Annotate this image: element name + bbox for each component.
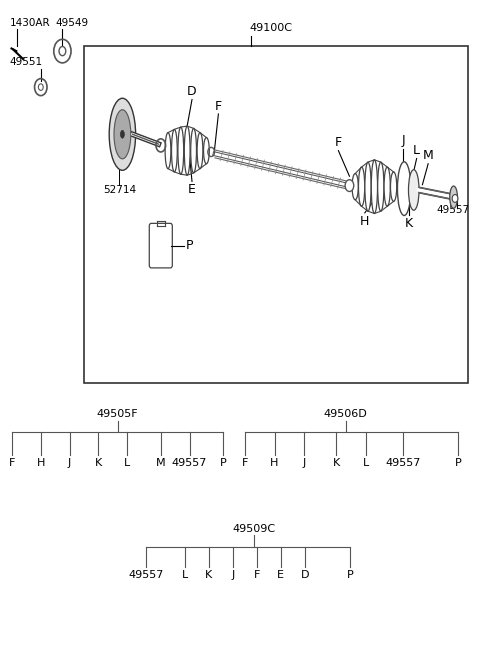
Text: F: F (335, 136, 342, 149)
Ellipse shape (450, 186, 457, 208)
Ellipse shape (390, 172, 396, 202)
Text: J: J (401, 134, 405, 147)
Ellipse shape (191, 128, 196, 173)
Text: K: K (405, 217, 413, 231)
Ellipse shape (171, 129, 177, 172)
Text: H: H (270, 458, 279, 468)
Ellipse shape (359, 167, 365, 206)
Text: 1430AR: 1430AR (10, 18, 50, 28)
Ellipse shape (197, 132, 203, 168)
FancyBboxPatch shape (149, 223, 172, 268)
Text: L: L (362, 458, 369, 468)
Text: P: P (220, 458, 227, 468)
Text: 49557: 49557 (385, 458, 421, 468)
Text: M: M (156, 458, 166, 468)
Text: 49506D: 49506D (324, 409, 368, 419)
Ellipse shape (408, 170, 419, 210)
Ellipse shape (114, 109, 131, 159)
Text: F: F (241, 458, 248, 468)
Text: L: L (181, 570, 188, 580)
Text: L: L (413, 144, 420, 157)
Text: F: F (215, 100, 222, 113)
Ellipse shape (165, 132, 171, 168)
Text: D: D (300, 570, 309, 580)
Text: 49549: 49549 (55, 18, 88, 28)
Ellipse shape (397, 162, 411, 215)
Ellipse shape (178, 127, 184, 174)
Circle shape (345, 179, 354, 191)
Text: M: M (423, 149, 433, 162)
Text: 49509C: 49509C (233, 524, 276, 534)
Text: E: E (277, 570, 284, 580)
Ellipse shape (372, 160, 378, 214)
Ellipse shape (204, 138, 209, 164)
Text: 49557: 49557 (129, 570, 164, 580)
Text: 49557: 49557 (172, 458, 207, 468)
Text: K: K (205, 570, 213, 580)
Ellipse shape (384, 167, 390, 206)
Text: 49557: 49557 (437, 204, 470, 215)
Text: 49551: 49551 (10, 57, 43, 67)
Text: K: K (332, 458, 340, 468)
Text: 49100C: 49100C (250, 23, 293, 33)
Text: J: J (68, 458, 71, 468)
Text: 49505F: 49505F (97, 409, 138, 419)
Text: L: L (124, 458, 131, 468)
Text: P: P (186, 239, 193, 252)
Text: H: H (360, 215, 370, 228)
Ellipse shape (352, 174, 358, 200)
Text: F: F (9, 458, 15, 468)
Circle shape (452, 195, 458, 202)
Text: K: K (95, 458, 102, 468)
Ellipse shape (120, 130, 124, 138)
Ellipse shape (109, 98, 135, 170)
Ellipse shape (365, 162, 371, 211)
Ellipse shape (378, 162, 384, 211)
Text: F: F (253, 570, 260, 580)
Text: P: P (347, 570, 354, 580)
Text: J: J (231, 570, 234, 580)
Text: P: P (455, 458, 462, 468)
Text: J: J (303, 458, 306, 468)
Text: 52714: 52714 (103, 185, 136, 195)
Text: D: D (187, 85, 197, 98)
Bar (84, 46, 468, 383)
Text: H: H (36, 458, 45, 468)
Text: E: E (188, 183, 196, 196)
Ellipse shape (184, 126, 190, 176)
